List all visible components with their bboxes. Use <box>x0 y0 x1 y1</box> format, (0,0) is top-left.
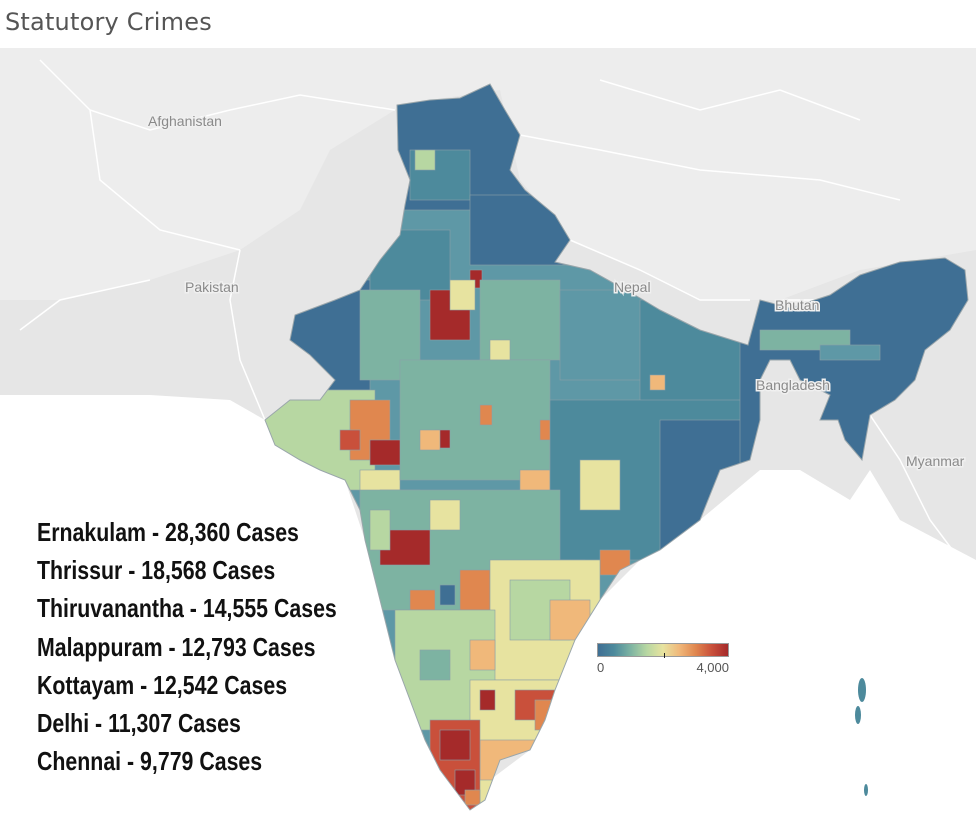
annotation-line: Ernakulam - 28,360 Cases <box>37 517 299 547</box>
annotation-line: Kottayam - 12,542 Cases <box>37 669 288 700</box>
label-pakistan: Pakistan <box>185 279 239 295</box>
annotation-line: Thrissur - 18,568 Cases <box>37 555 276 586</box>
legend-max-label: 4,000 <box>696 660 729 675</box>
annotation-line: Chennai - 9,779 Cases <box>37 746 263 777</box>
top-districts-annotation: Ernakulam - 28,360 Cases Thrissur - 18,56… <box>37 513 337 780</box>
choropleth-map[interactable]: Afghanistan Pakistan Nepal Bhutan Bangla… <box>0 48 976 821</box>
label-afghanistan: Afghanistan <box>148 113 222 129</box>
map-svg[interactable]: Afghanistan Pakistan Nepal Bhutan Bangla… <box>0 48 976 821</box>
label-nepal: Nepal <box>614 279 651 295</box>
label-myanmar: Myanmar <box>906 453 965 469</box>
label-bangladesh: Bangladesh <box>756 377 830 393</box>
legend-midpoint-tick <box>664 653 665 658</box>
legend-min-label: 0 <box>597 660 605 675</box>
color-legend: 0 4,000 <box>597 643 729 676</box>
country-borders <box>19 59 961 561</box>
annotation-line: Malappuram - 12,793 Cases <box>37 631 316 662</box>
legend-gradient-bar <box>597 643 729 658</box>
northern-land <box>0 48 976 300</box>
andaman-islands <box>855 678 868 796</box>
annotation-line: Delhi - 11,307 Cases <box>37 707 241 738</box>
annotation-line: Thiruvanantha - 14,555 Cases <box>37 593 337 624</box>
page-title: Statutory Crimes <box>5 8 212 36</box>
label-bhutan: Bhutan <box>775 297 819 313</box>
